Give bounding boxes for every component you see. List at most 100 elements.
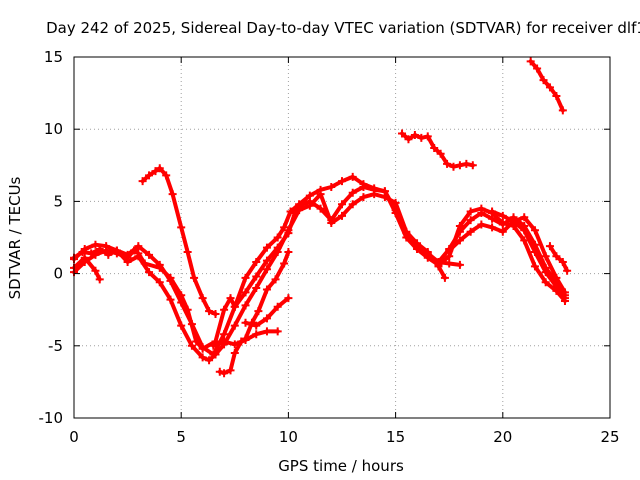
data-point-marker	[488, 223, 497, 232]
data-point-marker	[498, 220, 507, 229]
data-point-marker	[145, 268, 154, 277]
data-point-marker	[226, 294, 235, 303]
data-point-marker	[95, 275, 104, 284]
data-point-marker	[177, 223, 186, 232]
data-point-marker	[545, 83, 554, 92]
data-point-marker	[262, 327, 271, 336]
data-point-marker	[262, 243, 271, 252]
data-point-marker	[338, 200, 346, 209]
data-point-marker	[327, 219, 336, 228]
data-point-marker	[434, 258, 443, 267]
y-tick-label: -10	[39, 409, 64, 427]
data-point-marker	[273, 233, 282, 242]
data-point-marker	[462, 159, 471, 168]
data-point-marker	[509, 217, 518, 226]
data-point-marker	[230, 340, 239, 349]
data-point-marker	[348, 172, 357, 181]
data-point-marker	[205, 307, 214, 316]
data-point-marker	[273, 327, 282, 336]
data-point-marker	[211, 310, 220, 319]
data-point-marker	[80, 253, 89, 262]
data-point-marker	[262, 256, 271, 265]
data-point-marker	[443, 159, 452, 168]
data-point-marker	[413, 239, 422, 248]
data-point-marker	[198, 353, 207, 362]
ticks	[73, 56, 611, 419]
data-point-marker	[271, 275, 280, 284]
data-point-marker	[468, 161, 477, 170]
data-point-marker	[498, 211, 507, 220]
data-point-marker	[327, 182, 336, 191]
y-tick-label: 10	[44, 120, 63, 138]
series-line-arc-4	[72, 255, 102, 282]
data-point-marker	[560, 294, 569, 303]
data-point-marker	[436, 149, 445, 158]
data-point-marker	[455, 236, 464, 245]
x-tick-label: 10	[279, 428, 298, 446]
data-point-marker	[520, 226, 529, 235]
data-point-marker	[295, 206, 304, 215]
data-point-marker	[380, 193, 389, 202]
data-point-marker	[348, 200, 357, 209]
data-point-marker	[477, 208, 486, 217]
data-point-marker	[241, 336, 250, 345]
data-point-marker	[252, 258, 261, 267]
data-point-marker	[209, 341, 218, 350]
x-tick-label: 20	[493, 428, 512, 446]
data-point-marker	[541, 252, 550, 261]
data-point-marker	[262, 285, 271, 294]
data-point-marker	[241, 288, 250, 297]
data-point-marker	[155, 260, 164, 269]
data-series	[70, 57, 572, 378]
data-point-marker	[254, 307, 263, 316]
data-point-marker	[391, 198, 400, 207]
data-point-marker	[211, 350, 220, 359]
series-line-arc-15	[548, 244, 570, 273]
data-point-marker	[552, 273, 561, 282]
data-point-marker	[552, 282, 561, 291]
data-point-marker	[316, 204, 325, 213]
tick-labels: 0 5 10 15 20 25 -10 -5 0 5 10 15	[39, 48, 620, 446]
data-point-marker	[190, 273, 199, 282]
data-point-marker	[273, 247, 282, 256]
data-point-marker	[286, 207, 295, 216]
data-point-marker	[230, 321, 239, 330]
data-point-marker	[558, 258, 567, 267]
data-point-marker	[410, 130, 419, 139]
data-point-marker	[205, 356, 214, 365]
data-point-marker	[445, 259, 454, 268]
series-line-arc-2	[72, 185, 462, 357]
x-axis-label: GPS time / hours	[278, 457, 404, 475]
data-point-marker	[252, 284, 261, 293]
data-point-marker	[230, 349, 239, 358]
data-point-marker	[563, 266, 572, 275]
data-point-marker	[252, 330, 261, 339]
data-point-marker	[530, 226, 539, 235]
data-point-marker	[187, 320, 196, 329]
data-point-marker	[533, 64, 542, 73]
data-point-marker	[134, 252, 143, 261]
data-point-marker	[226, 366, 235, 375]
data-point-marker	[530, 262, 539, 271]
data-point-marker	[520, 213, 529, 222]
data-point-marker	[498, 227, 507, 236]
series-line-arc-10	[528, 59, 565, 113]
data-point-marker	[155, 278, 164, 287]
data-point-marker	[187, 341, 196, 350]
data-point-marker	[284, 247, 293, 256]
data-point-marker	[162, 171, 171, 180]
data-point-marker	[530, 247, 539, 256]
data-point-marker	[455, 227, 464, 236]
series-line-arc-6	[217, 249, 291, 376]
data-point-marker	[455, 161, 464, 170]
data-point-marker	[138, 177, 147, 186]
data-point-marker	[262, 265, 271, 274]
data-point-marker	[359, 182, 368, 191]
data-point-marker	[230, 302, 239, 311]
x-tick-label: 5	[176, 428, 186, 446]
data-point-marker	[545, 242, 554, 251]
data-point-marker	[183, 247, 192, 256]
data-point-marker	[241, 318, 250, 327]
data-point-marker	[95, 245, 104, 254]
data-point-marker	[404, 135, 413, 144]
